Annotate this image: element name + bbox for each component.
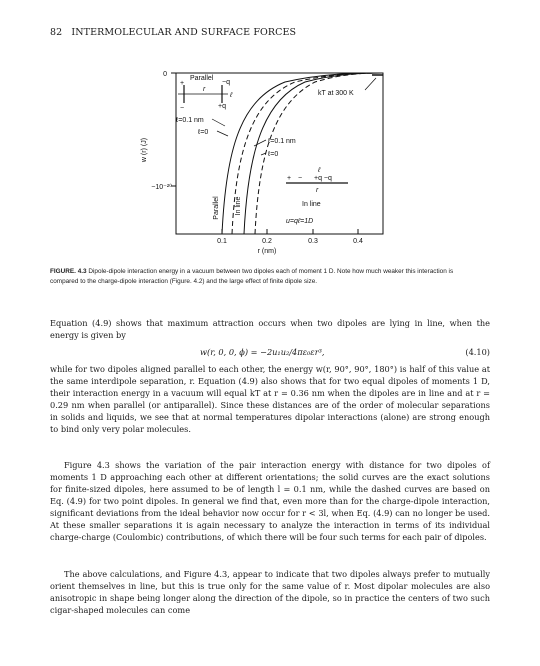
moment-label: u=qℓ=1D	[286, 218, 313, 225]
inset-inline-r: r	[316, 187, 319, 194]
inset-parallel-r: r	[203, 86, 206, 93]
label-left-dashed: ℓ=0	[197, 129, 208, 136]
inset-parallel-title: Parallel	[190, 75, 214, 82]
y-axis-label: w (r) (J)	[141, 138, 148, 163]
label-inline-vertical: In line	[235, 197, 242, 216]
inset-parallel-q2: +q	[218, 103, 226, 110]
leader-left-solid	[211, 118, 226, 127]
curve-parallel-dashed	[231, 72, 384, 235]
label-left-solid: ℓ=0.1 nm	[175, 117, 204, 124]
y-tick-label-minus: −10⁻²⁰	[151, 183, 172, 191]
x-tick-label-1: 0.1	[217, 238, 227, 245]
x-tick-label-4: 0.4	[353, 238, 363, 245]
leader-left-dashed	[216, 130, 229, 137]
label-parallel-vertical: Parallel	[213, 196, 220, 220]
paragraph-4: The above calculations, and Figure 4.3, …	[50, 569, 490, 615]
inset-parallel-ell: ℓ	[229, 92, 233, 99]
label-right-dashed: ℓ=0	[267, 151, 278, 158]
figure-caption: FIGURE. 4.3 Dipole-dipole interaction en…	[50, 267, 470, 287]
curve-parallel-solid	[221, 72, 384, 235]
page-number: 82	[50, 27, 63, 38]
inset-inline-ell: ℓ	[317, 167, 321, 174]
running-title: INTERMOLECULAR AND SURFACE FORCES	[71, 27, 297, 38]
x-tick-label-3: 0.3	[308, 238, 318, 245]
leader-right-solid	[253, 139, 267, 147]
x-tick-label-2: 0.2	[262, 238, 272, 245]
caption-text: Dipole-dipole interaction energy in a va…	[50, 268, 454, 285]
inset-parallel-plus: +	[180, 80, 184, 87]
caption-label: FIGURE. 4.3	[50, 268, 87, 275]
kt-leader	[364, 77, 377, 91]
inset-inline-plus: +	[287, 175, 291, 182]
inset-inline-minus: −	[298, 175, 302, 182]
equation-expression: w(r, 0, 0, ϕ) = −2u₁u₂/4πε₀εr³,	[200, 347, 325, 357]
inset-inline-q: +q −q	[314, 175, 332, 182]
paragraph-1: Equation (4.9) shows that maximum attrac…	[50, 318, 490, 340]
plot-frame	[175, 72, 384, 235]
leader-right-dashed	[260, 152, 267, 156]
x-axis-label: r (nm)	[258, 248, 277, 255]
paragraph-2: while for two dipoles aligned parallel t…	[50, 364, 490, 434]
equation-number: (4.10)	[465, 347, 490, 357]
y-tick-label-zero: 0	[163, 71, 167, 78]
curve-inline-dashed	[254, 72, 384, 235]
kt-label: kT at 300 K	[318, 90, 354, 97]
inset-inline-title: In line	[302, 201, 321, 208]
inset-parallel-minus: −	[180, 105, 184, 112]
running-header: 82 INTERMOLECULAR AND SURFACE FORCES	[50, 27, 296, 38]
inset-parallel-q1: −q	[222, 79, 230, 86]
paragraph-3: Figure 4.3 shows the variation of the pa…	[50, 460, 490, 542]
label-right-solid: ℓ=0.1 nm	[267, 138, 296, 145]
dipole-interaction-figure: 0 −10⁻²⁰ w (r) (J) 0.1 0.2 0.3 0.4 r (nm…	[141, 71, 384, 255]
